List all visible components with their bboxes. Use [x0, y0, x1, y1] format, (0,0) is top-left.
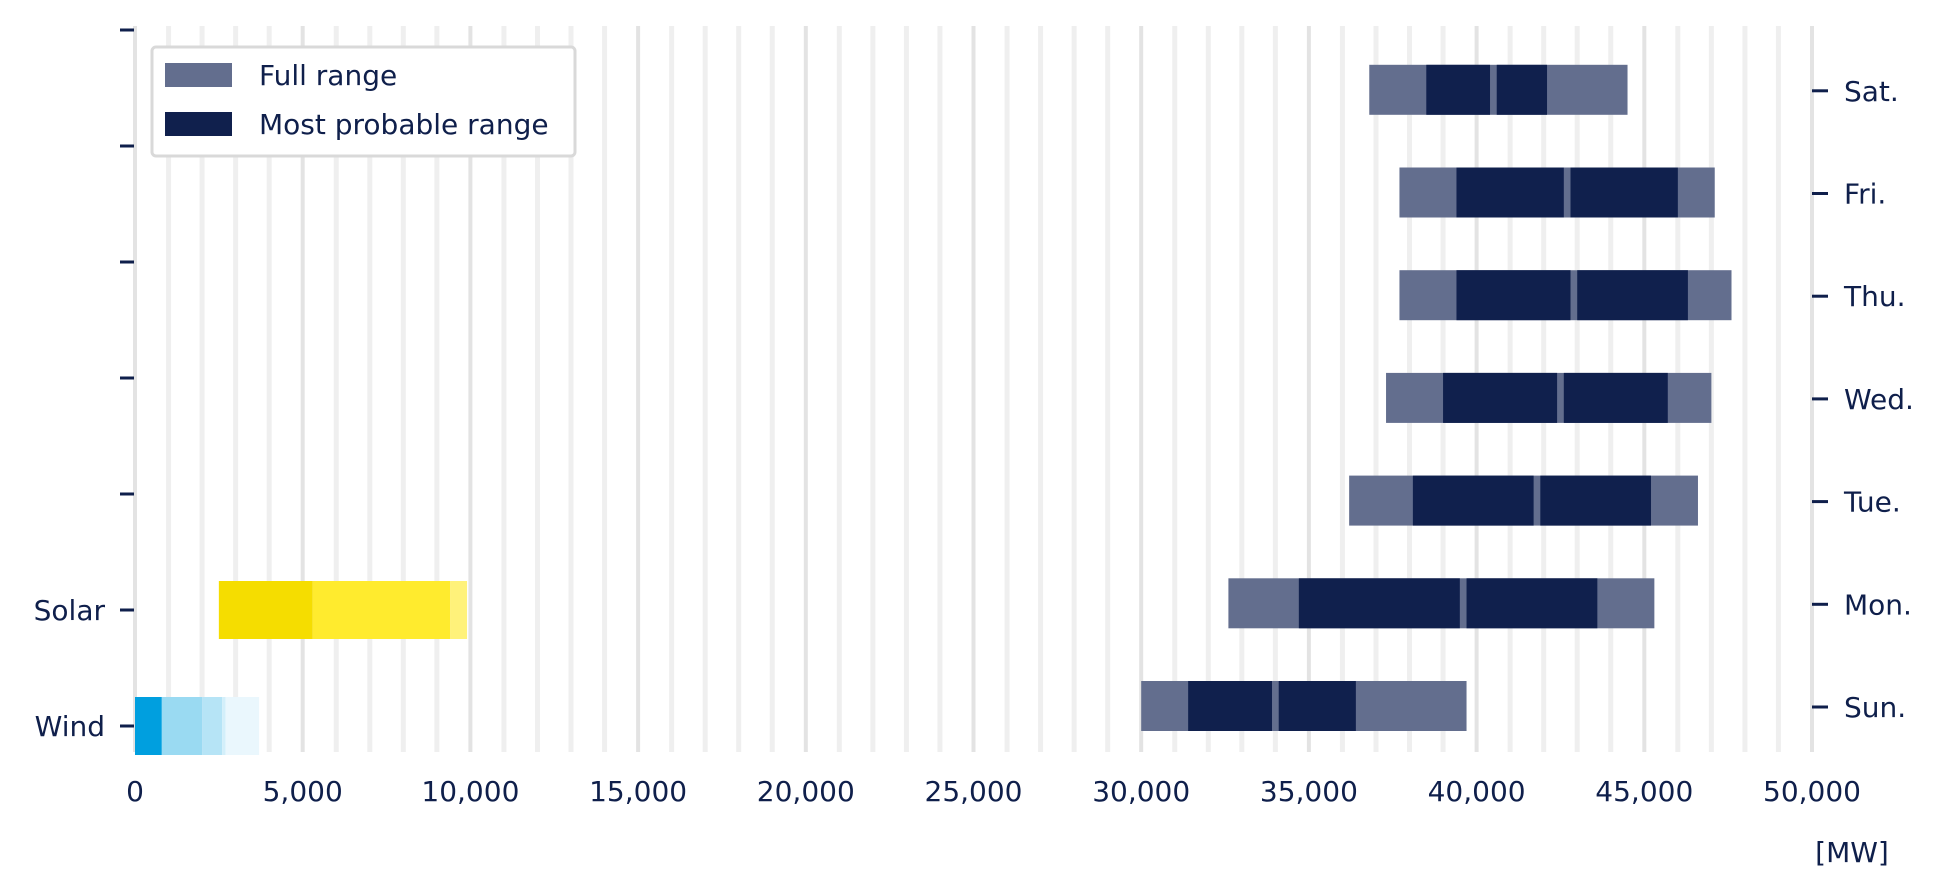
x-tick-label: 25,000 — [925, 775, 1023, 808]
bars-layer — [135, 64, 1732, 755]
right-axis-label: Sun. — [1844, 691, 1906, 724]
solar-segment-bar — [450, 581, 468, 639]
most-probable-bar — [1456, 270, 1571, 321]
x-tick-label: 40,000 — [1428, 775, 1526, 808]
most-probable-bar — [1443, 372, 1558, 423]
right-axis-label: Sat. — [1844, 75, 1899, 108]
most-probable-bar — [1298, 578, 1460, 629]
most-probable-bar — [1466, 578, 1598, 629]
most-probable-bar — [1496, 64, 1548, 115]
most-probable-bar — [1456, 167, 1564, 218]
x-axis-unit-label: [MW] — [1815, 836, 1889, 869]
left-axis-label: Solar — [34, 594, 106, 627]
x-tick-label: 50,000 — [1763, 775, 1861, 808]
axis-layer: 0 5,000 10,000 15,000 20,000 25,000 30,000 35,0… — [34, 28, 1914, 808]
x-tick-label: 5,000 — [263, 775, 343, 808]
most-probable-bar — [1412, 475, 1534, 526]
most-probable-bar — [1577, 270, 1688, 321]
right-axis-label: Tue. — [1843, 486, 1901, 519]
x-tick-label: 35,000 — [1260, 775, 1358, 808]
most-probable-bar — [1278, 681, 1356, 731]
legend: Full range Most probable range — [150, 45, 577, 158]
wind-segment-bar — [135, 697, 162, 755]
wind-segment-bar — [202, 697, 223, 755]
most-probable-bar — [1570, 167, 1678, 218]
wind-segment-bar — [222, 697, 226, 755]
x-tick-label: 20,000 — [757, 775, 855, 808]
legend-swatch-full-range — [165, 63, 232, 87]
right-axis-label: Wed. — [1844, 383, 1914, 416]
solar-segment-bar — [218, 581, 313, 639]
most-probable-bar — [1540, 475, 1652, 526]
wind-segment-bar — [225, 697, 260, 755]
right-axis-label: Fri. — [1844, 178, 1886, 211]
x-tick-label: 45,000 — [1595, 775, 1693, 808]
right-axis-label: Thu. — [1843, 280, 1906, 313]
legend-box — [150, 45, 577, 158]
most-probable-bar — [1188, 681, 1273, 731]
legend-swatch-most-probable-range — [165, 112, 232, 136]
right-axis-label: Mon. — [1844, 588, 1912, 621]
most-probable-bar — [1426, 64, 1491, 115]
left-axis-label: Wind — [35, 710, 105, 743]
legend-label-most-probable-range: Most probable range — [259, 108, 549, 141]
legend-label-full-range: Full range — [259, 59, 397, 92]
x-tick-label: 30,000 — [1092, 775, 1190, 808]
x-tick-label: 10,000 — [421, 775, 519, 808]
wind-segment-bar — [161, 697, 203, 755]
most-probable-bar — [1563, 372, 1668, 423]
x-tick-label: 15,000 — [589, 775, 687, 808]
x-tick-label: 0 — [126, 775, 144, 808]
solar-segment-bar — [312, 581, 451, 639]
